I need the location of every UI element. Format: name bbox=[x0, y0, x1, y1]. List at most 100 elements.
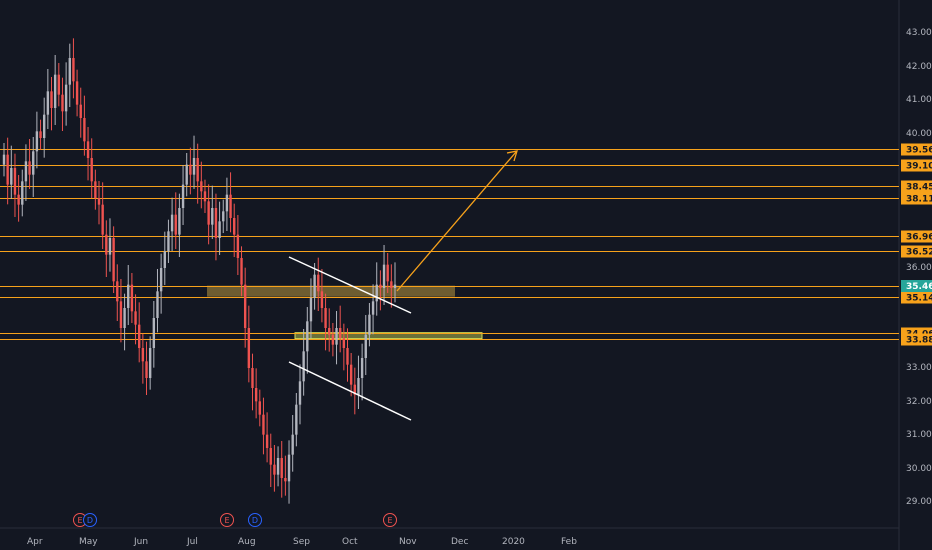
candle-body[interactable] bbox=[317, 274, 320, 292]
candles[interactable] bbox=[2, 38, 397, 504]
candle-body[interactable] bbox=[342, 338, 346, 348]
candle-body[interactable] bbox=[225, 194, 229, 212]
candle-body[interactable] bbox=[10, 168, 13, 185]
candle-body[interactable] bbox=[6, 154, 9, 185]
candle-body[interactable] bbox=[393, 284, 397, 288]
candle-body[interactable] bbox=[211, 208, 214, 225]
event-marker[interactable]: D bbox=[248, 513, 262, 527]
candle-body[interactable] bbox=[134, 311, 137, 325]
candle-body[interactable] bbox=[79, 104, 82, 118]
candle-body[interactable] bbox=[390, 281, 393, 288]
candle-body[interactable] bbox=[170, 214, 174, 232]
candle-body[interactable] bbox=[68, 58, 71, 85]
candle-body[interactable] bbox=[32, 151, 35, 175]
support-zone[interactable] bbox=[294, 332, 483, 340]
candle-body[interactable] bbox=[346, 348, 349, 365]
candle-body[interactable] bbox=[145, 361, 148, 378]
candle-body[interactable] bbox=[236, 234, 240, 258]
candle-body[interactable] bbox=[360, 358, 364, 378]
candle-body[interactable] bbox=[386, 264, 389, 282]
candle-body[interactable] bbox=[357, 378, 360, 395]
candle-body[interactable] bbox=[371, 301, 375, 315]
candle-body[interactable] bbox=[123, 308, 126, 328]
candle-body[interactable] bbox=[83, 118, 86, 142]
candle-body[interactable] bbox=[379, 284, 382, 288]
candle-body[interactable] bbox=[262, 414, 265, 435]
projection-arrow[interactable] bbox=[396, 150, 518, 292]
time-axis[interactable]: Apr May Jun Jul Aug Sep Oct Nov Dec 2020… bbox=[0, 527, 899, 547]
candle-body[interactable] bbox=[280, 458, 283, 478]
candle-body[interactable] bbox=[265, 434, 269, 448]
candle-body[interactable] bbox=[218, 221, 221, 238]
candle-body[interactable] bbox=[105, 234, 108, 255]
candle-body[interactable] bbox=[324, 308, 327, 328]
candle-body[interactable] bbox=[167, 231, 170, 252]
candle-body[interactable] bbox=[222, 211, 225, 222]
candle-body[interactable] bbox=[72, 58, 75, 82]
candle-body[interactable] bbox=[35, 131, 39, 152]
candle-body[interactable] bbox=[159, 268, 163, 292]
candle-body[interactable] bbox=[382, 264, 386, 288]
upper-trendline[interactable] bbox=[288, 256, 412, 314]
candle-body[interactable] bbox=[119, 301, 123, 328]
event-marker[interactable]: E bbox=[220, 513, 234, 527]
candle-body[interactable] bbox=[127, 284, 130, 308]
candle-body[interactable] bbox=[61, 94, 64, 112]
candle-body[interactable] bbox=[309, 298, 313, 322]
candle-body[interactable] bbox=[229, 194, 232, 218]
price-axis[interactable]: 43.00 42.00 41.00 40.00 36.00 33.00 32.0… bbox=[898, 0, 932, 550]
candle-body[interactable] bbox=[156, 291, 159, 318]
candle-body[interactable] bbox=[17, 194, 20, 205]
candle-body[interactable] bbox=[21, 181, 24, 205]
candle-body[interactable] bbox=[86, 141, 90, 158]
candle-body[interactable] bbox=[298, 381, 302, 405]
candle-body[interactable] bbox=[2, 154, 6, 165]
candle-body[interactable] bbox=[42, 114, 46, 138]
candle-body[interactable] bbox=[328, 328, 331, 335]
candle-body[interactable] bbox=[349, 364, 353, 385]
candle-body[interactable] bbox=[181, 184, 185, 208]
candle-body[interactable] bbox=[353, 384, 357, 395]
candle-body[interactable] bbox=[233, 218, 236, 235]
candle-body[interactable] bbox=[254, 388, 258, 402]
candle-body[interactable] bbox=[57, 74, 61, 95]
candle-body[interactable] bbox=[152, 318, 156, 348]
candle-body[interactable] bbox=[331, 334, 335, 345]
event-marker[interactable]: D bbox=[83, 513, 97, 527]
lower-trendline[interactable] bbox=[288, 361, 412, 421]
candle-body[interactable] bbox=[269, 448, 272, 465]
candle-body[interactable] bbox=[75, 81, 79, 105]
candle-body[interactable] bbox=[108, 238, 112, 255]
candle-body[interactable] bbox=[174, 214, 177, 235]
candle-body[interactable] bbox=[291, 434, 294, 455]
candle-body[interactable] bbox=[251, 368, 254, 388]
candle-body[interactable] bbox=[207, 201, 210, 225]
candle-body[interactable] bbox=[94, 181, 97, 198]
candle-body[interactable] bbox=[28, 161, 31, 175]
candle-body[interactable] bbox=[313, 274, 316, 298]
candle-body[interactable] bbox=[185, 164, 188, 185]
candle-body[interactable] bbox=[375, 284, 378, 302]
candle-body[interactable] bbox=[276, 458, 280, 475]
candle-body[interactable] bbox=[101, 204, 104, 235]
candle-body[interactable] bbox=[203, 191, 207, 202]
candle-body[interactable] bbox=[247, 328, 251, 368]
support-resistance-zones[interactable] bbox=[207, 285, 483, 340]
candle-body[interactable] bbox=[295, 404, 298, 435]
candle-body[interactable] bbox=[320, 291, 324, 308]
candle-body[interactable] bbox=[214, 208, 218, 238]
candle-body[interactable] bbox=[116, 281, 119, 302]
candle-body[interactable] bbox=[130, 284, 134, 312]
candle-body[interactable] bbox=[13, 168, 17, 195]
candle-body[interactable] bbox=[240, 258, 243, 285]
candle-body[interactable] bbox=[39, 131, 42, 138]
candle-body[interactable] bbox=[273, 464, 276, 475]
candle-body[interactable] bbox=[284, 478, 287, 482]
candle-body[interactable] bbox=[112, 238, 115, 282]
candle-body[interactable] bbox=[53, 74, 57, 108]
candle-body[interactable] bbox=[306, 321, 309, 352]
trend-channel[interactable] bbox=[288, 256, 412, 421]
candle-body[interactable] bbox=[338, 328, 342, 338]
candle-body[interactable] bbox=[335, 328, 338, 345]
